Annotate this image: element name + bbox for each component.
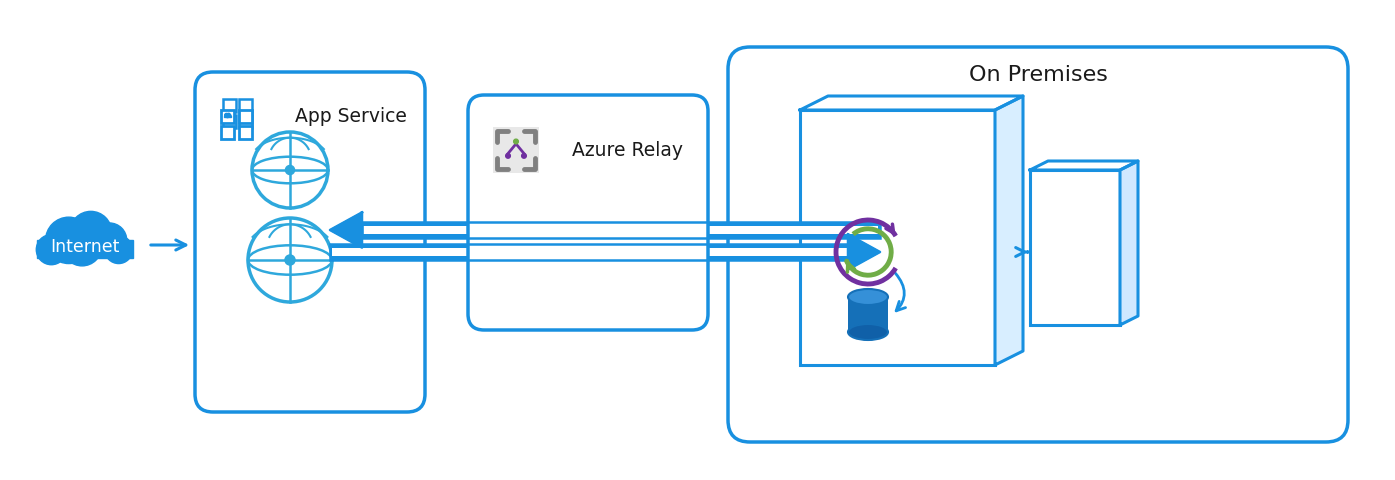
Bar <box>239 109 251 122</box>
Circle shape <box>70 211 112 253</box>
Bar <box>220 109 234 122</box>
Polygon shape <box>995 96 1023 365</box>
Circle shape <box>105 236 133 264</box>
FancyBboxPatch shape <box>361 226 877 234</box>
Ellipse shape <box>848 289 889 305</box>
Polygon shape <box>1120 161 1138 325</box>
Bar <box>222 98 236 111</box>
Circle shape <box>92 223 127 258</box>
Bar <box>239 98 251 111</box>
Circle shape <box>227 113 230 116</box>
Polygon shape <box>848 234 880 270</box>
Circle shape <box>522 154 526 158</box>
Circle shape <box>505 154 511 158</box>
FancyBboxPatch shape <box>38 240 133 258</box>
Polygon shape <box>799 96 1023 110</box>
FancyBboxPatch shape <box>361 222 880 238</box>
Bar <box>239 125 251 139</box>
FancyBboxPatch shape <box>331 244 848 260</box>
FancyBboxPatch shape <box>492 127 538 173</box>
Circle shape <box>248 218 332 302</box>
FancyBboxPatch shape <box>332 248 848 256</box>
Text: Azure Relay: Azure Relay <box>572 141 684 159</box>
Circle shape <box>225 113 229 117</box>
FancyBboxPatch shape <box>467 95 709 330</box>
FancyBboxPatch shape <box>225 116 230 117</box>
Circle shape <box>63 227 102 266</box>
Bar <box>220 125 234 139</box>
Circle shape <box>286 166 294 175</box>
Bar <box>222 115 236 128</box>
Polygon shape <box>1030 161 1138 170</box>
Bar <box>239 115 251 128</box>
Text: App Service: App Service <box>294 107 407 125</box>
Circle shape <box>36 235 67 265</box>
Circle shape <box>513 139 519 144</box>
Circle shape <box>229 115 232 117</box>
FancyBboxPatch shape <box>799 110 995 365</box>
Text: Internet: Internet <box>50 238 120 256</box>
FancyBboxPatch shape <box>848 297 889 332</box>
Ellipse shape <box>848 324 889 340</box>
Circle shape <box>226 115 229 118</box>
FancyBboxPatch shape <box>1030 170 1120 325</box>
FancyBboxPatch shape <box>728 47 1348 442</box>
Circle shape <box>252 132 328 208</box>
Circle shape <box>46 217 92 264</box>
Polygon shape <box>331 212 361 248</box>
Circle shape <box>285 255 294 265</box>
FancyBboxPatch shape <box>195 72 425 412</box>
Text: On Premises: On Premises <box>968 65 1108 85</box>
